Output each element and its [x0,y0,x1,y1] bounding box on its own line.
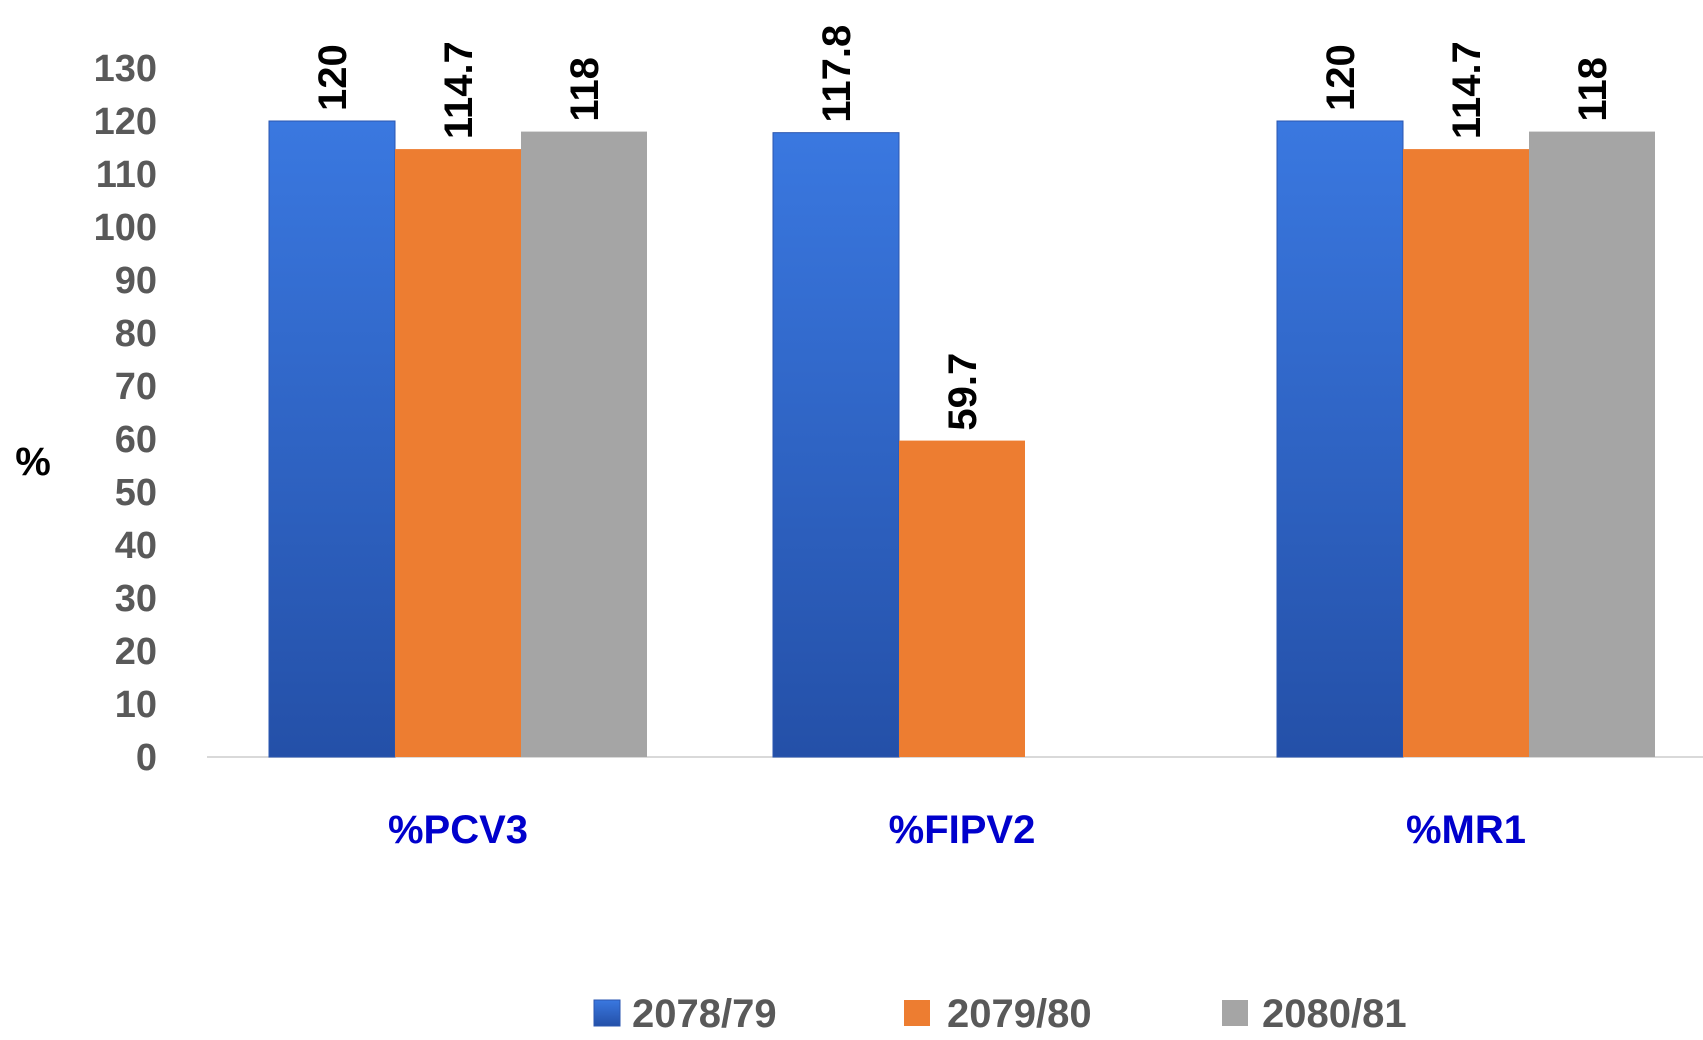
data-label: 118 [1571,57,1615,122]
legend-label: 2078/79 [632,992,777,1035]
y-tick-label: 110 [96,154,157,196]
y-tick-label: 130 [94,48,157,90]
legend-swatch [593,999,621,1027]
bar [521,131,647,758]
y-axis-label: % [15,440,51,484]
category-label: %PCV3 [388,808,528,852]
legend-swatch [904,1000,930,1026]
bar [899,440,1025,757]
data-label: 120 [1319,44,1363,111]
legend-label: 2079/80 [947,992,1092,1035]
y-tick-label: 40 [115,525,157,567]
bar [772,132,900,758]
legend-swatch [1222,1000,1248,1026]
data-label: 118 [563,57,607,122]
y-tick-label: 60 [115,419,157,461]
category-label: %MR1 [1406,808,1526,852]
y-tick-label: 10 [115,684,157,726]
y-tick-label: 20 [115,631,157,673]
y-tick-label: 50 [115,472,157,514]
data-label: 114.7 [1445,41,1489,139]
bar [268,120,396,758]
y-tick-label: 80 [115,313,157,355]
bar [395,149,521,758]
data-label: 114.7 [437,41,481,139]
category-label: %FIPV2 [889,808,1036,852]
y-tick-label: 30 [115,578,157,620]
bar [1529,131,1655,758]
bar [1276,120,1404,758]
bar [1403,149,1529,758]
data-label: 117.8 [815,25,859,123]
y-tick-label: 90 [115,260,157,302]
data-label: 59.7 [941,353,985,431]
y-tick-label: 0 [136,737,157,779]
data-label: 120 [311,44,355,111]
y-tick-label: 120 [94,101,157,143]
y-tick-label: 70 [115,366,157,408]
legend-label: 2080/81 [1262,992,1407,1035]
y-tick-label: 100 [94,207,157,249]
